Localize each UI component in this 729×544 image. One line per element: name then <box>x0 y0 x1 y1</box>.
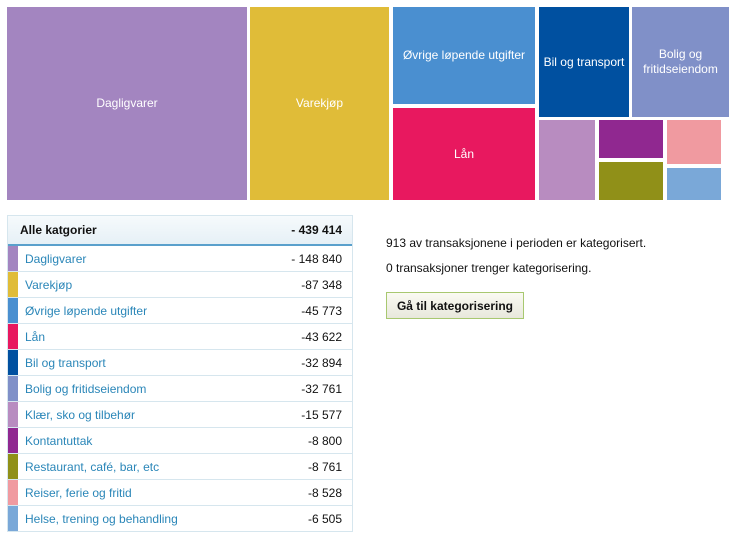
treemap-tile[interactable] <box>539 120 595 200</box>
category-link[interactable]: Lån <box>25 329 46 344</box>
treemap-tile-label: Varekjøp <box>295 96 344 110</box>
table-row[interactable]: Dagligvarer - 148 840 <box>8 246 352 272</box>
table-row[interactable]: Restaurant, café, bar, etc -8 761 <box>8 454 352 480</box>
color-swatch <box>8 454 18 479</box>
category-value: - 148 840 <box>291 251 342 266</box>
treemap-tile[interactable]: Bil og transport <box>539 7 629 117</box>
color-swatch <box>8 428 18 453</box>
color-swatch <box>8 246 18 271</box>
treemap-tile[interactable]: Lån <box>393 108 535 200</box>
treemap-tile-label: Dagligvarer <box>96 96 158 110</box>
treemap-tile[interactable]: Dagligvarer <box>7 7 247 200</box>
treemap-tile[interactable]: Bolig og fritidseiendom <box>632 7 729 117</box>
category-link[interactable]: Varekjøp <box>25 277 73 292</box>
table-row[interactable]: Helse, trening og behandling -6 505 <box>8 506 352 531</box>
color-swatch <box>8 298 18 323</box>
category-link[interactable]: Bolig og fritidseiendom <box>25 381 147 396</box>
color-swatch <box>8 350 18 375</box>
treemap-tile[interactable] <box>667 120 721 164</box>
category-link[interactable]: Klær, sko og tilbehør <box>25 407 136 422</box>
table-row[interactable]: Øvrige løpende utgifter -45 773 <box>8 298 352 324</box>
table-header: Alle katgorier - 439 414 <box>8 216 352 246</box>
category-link[interactable]: Helse, trening og behandling <box>25 511 178 526</box>
treemap-tile-label: Bolig og fritidseiendom <box>643 47 718 76</box>
treemap-tile[interactable]: Øvrige løpende utgifter <box>393 7 535 104</box>
category-value: -6 505 <box>307 511 342 526</box>
table-row[interactable]: Reiser, ferie og fritid -8 528 <box>8 480 352 506</box>
table-row[interactable]: Lån -43 622 <box>8 324 352 350</box>
color-swatch <box>8 506 18 531</box>
category-value: -87 348 <box>301 277 342 292</box>
treemap-tile[interactable] <box>667 168 721 200</box>
table-row[interactable]: Bil og transport -32 894 <box>8 350 352 376</box>
category-value: -32 894 <box>301 355 342 370</box>
color-swatch <box>8 376 18 401</box>
category-value: -45 773 <box>301 303 342 318</box>
treemap-tile-label: Lån <box>453 146 475 161</box>
table-row[interactable]: Bolig og fritidseiendom -32 761 <box>8 376 352 402</box>
treemap-tile[interactable] <box>599 120 663 158</box>
color-swatch <box>8 480 18 505</box>
treemap-tile-label: Bil og transport <box>543 54 625 69</box>
color-swatch <box>8 402 18 427</box>
category-link[interactable]: Reiser, ferie og fritid <box>25 485 132 500</box>
total-value: - 439 414 <box>291 223 342 237</box>
category-link[interactable]: Kontantuttak <box>25 433 93 448</box>
color-swatch <box>8 272 18 297</box>
category-value: -32 761 <box>301 381 342 396</box>
category-value: -8 800 <box>307 433 342 448</box>
go-to-categorization-button[interactable]: Gå til kategorisering <box>386 292 524 319</box>
all-categories-label: Alle katgorier <box>20 223 97 237</box>
category-value: -8 528 <box>307 485 342 500</box>
category-link[interactable]: Bil og transport <box>25 355 106 370</box>
treemap-tile[interactable] <box>599 162 663 200</box>
color-swatch <box>8 324 18 349</box>
category-link[interactable]: Øvrige løpende utgifter <box>25 303 148 318</box>
table-row[interactable]: Klær, sko og tilbehør -15 577 <box>8 402 352 428</box>
category-link[interactable]: Restaurant, café, bar, etc <box>25 459 160 474</box>
table-row[interactable]: Varekjøp -87 348 <box>8 272 352 298</box>
category-link[interactable]: Dagligvarer <box>25 251 87 266</box>
uncategorized-info: 0 transaksjoner trenger kategorisering. <box>386 261 592 275</box>
treemap-tile[interactable]: Varekjøp <box>250 7 389 200</box>
category-value: -43 622 <box>301 329 342 344</box>
categorized-info: 913 av transaksjonene i perioden er kate… <box>386 236 647 250</box>
table-row[interactable]: Kontantuttak -8 800 <box>8 428 352 454</box>
category-table: Alle katgorier - 439 414 Dagligvarer - 14… <box>7 215 353 532</box>
category-value: -15 577 <box>301 407 342 422</box>
treemap-tile-label: Øvrige løpende utgifter <box>402 48 526 62</box>
category-value: -8 761 <box>307 459 342 474</box>
